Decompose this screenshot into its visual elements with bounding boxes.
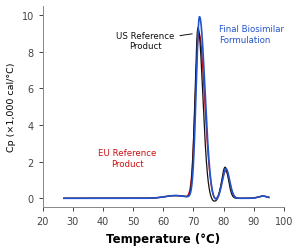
Text: US Reference
Product: US Reference Product: [116, 32, 192, 51]
Y-axis label: Cp (×1,000 cal/°C): Cp (×1,000 cal/°C): [7, 63, 16, 152]
X-axis label: Temperature (°C): Temperature (°C): [106, 232, 220, 245]
Text: EU Reference
Product: EU Reference Product: [98, 148, 156, 168]
Text: Final Biosimilar
Formulation: Final Biosimilar Formulation: [219, 25, 284, 45]
